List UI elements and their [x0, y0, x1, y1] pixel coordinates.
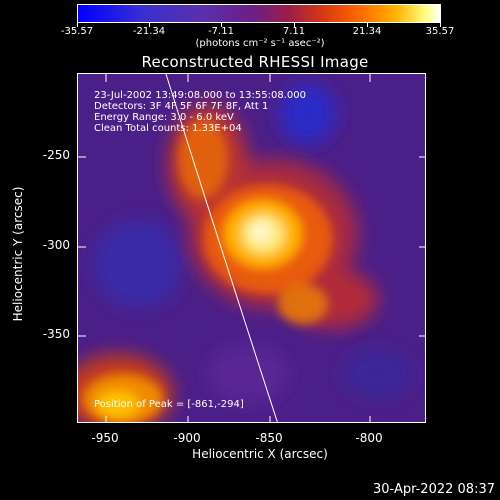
solar-limb-line [165, 74, 278, 422]
x-tick-label: -850 [255, 431, 283, 445]
colorbar-tick [77, 23, 78, 27]
y-tick-label: -300 [42, 238, 70, 252]
annotation-detectors: Detectors: 3F 4F 5F 6F 7F 8F, Att 1 [94, 101, 269, 112]
annotation-time-range: 23-Jul-2002 13:49:08.000 to 13:55:08.000 [94, 90, 306, 101]
y-axis-title: Heliocentric Y (arcsec) [11, 186, 25, 322]
x-tick-label: -800 [355, 431, 383, 445]
peak-position-label: Position of Peak = [-861,-294] [94, 399, 244, 410]
colorbar-tick-label: 35.57 [425, 26, 455, 37]
emission-source-core [96, 199, 303, 418]
y-tick-label: -350 [42, 327, 70, 341]
rhessi-image-canvas [78, 74, 425, 422]
colorbar-tick [149, 23, 150, 27]
axis-ticks [78, 74, 425, 422]
x-tick-label: -950 [91, 431, 119, 445]
annotation-counts: Clean Total counts: 1.33E+04 [94, 123, 242, 134]
colorbar-tick [367, 23, 368, 27]
low-intensity-regions [93, 84, 413, 404]
colorbar-units: (photons cm⁻² s⁻¹ asec⁻²) [195, 38, 325, 49]
colorbar-tick-label: -21.34 [132, 26, 166, 37]
x-tick-label: -900 [173, 431, 201, 445]
colorbar [77, 4, 441, 23]
colorbar-tick [440, 23, 441, 27]
y-tick-label: -250 [42, 148, 70, 162]
colorbar-tick-label: 21.34 [352, 26, 382, 37]
x-axis-title: Heliocentric X (arcsec) [192, 447, 328, 461]
colorbar-tick-label: -7.11 [208, 26, 234, 37]
timestamp: 30-Apr-2022 08:37 [373, 482, 495, 497]
colorbar-tick-label: 7.11 [282, 26, 306, 37]
annotation-energy-range: Energy Range: 3.0 - 6.0 keV [94, 112, 234, 123]
rhessi-image: 23-Jul-2002 13:49:08.000 to 13:55:08.000… [77, 73, 426, 423]
colorbar-tick [294, 23, 295, 27]
colorbar-tick [221, 23, 222, 27]
colorbar-tick-label: -35.57 [60, 26, 94, 37]
plot-title: Reconstructed RHESSI Image [141, 53, 369, 71]
